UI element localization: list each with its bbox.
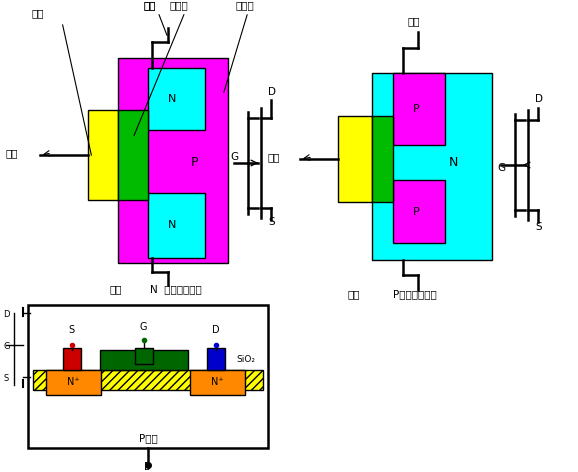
Bar [393, 73, 445, 145]
Text: D: D [268, 87, 276, 97]
Text: S: S [268, 217, 275, 227]
Text: P沟道场效应管: P沟道场效应管 [393, 289, 437, 299]
Bar [28, 305, 268, 448]
Text: N: N [449, 157, 458, 169]
Text: G: G [3, 342, 9, 351]
Text: P: P [413, 104, 420, 114]
Text: P: P [413, 207, 420, 217]
Bar [372, 73, 492, 260]
Bar [33, 370, 263, 390]
Bar [393, 180, 445, 243]
Text: D: D [212, 325, 220, 335]
Text: S: S [3, 374, 8, 383]
Text: 氧化物: 氧化物 [170, 0, 189, 10]
Text: 栅极: 栅极 [268, 152, 280, 162]
Text: S: S [535, 222, 542, 232]
Bar [118, 110, 148, 200]
Bar [148, 68, 205, 130]
Text: 栅极: 栅极 [5, 148, 17, 158]
Bar [88, 110, 118, 200]
Text: P衬底: P衬底 [139, 433, 157, 443]
Bar [46, 370, 101, 395]
Bar [135, 348, 153, 364]
Text: G: G [230, 152, 238, 162]
Text: N  沟道场效应管: N 沟道场效应管 [150, 284, 202, 294]
Text: S: S [68, 325, 74, 335]
Text: SiO₂: SiO₂ [236, 355, 255, 364]
Text: B: B [144, 462, 151, 472]
Text: 源极: 源极 [348, 289, 361, 299]
Text: 漏极: 漏极 [143, 0, 155, 10]
Text: 金属: 金属 [32, 8, 45, 18]
Bar [63, 348, 81, 370]
Text: 半导体: 半导体 [235, 0, 254, 10]
Text: 源极: 源极 [110, 284, 123, 294]
Text: P: P [191, 157, 199, 169]
Text: G: G [140, 322, 147, 332]
Text: N: N [168, 220, 176, 230]
Text: D: D [3, 310, 9, 319]
Text: N⁺: N⁺ [211, 377, 223, 387]
Bar [100, 350, 188, 370]
Text: N: N [168, 94, 176, 104]
Bar [148, 193, 205, 258]
Text: 漏极: 漏极 [143, 0, 155, 10]
Bar [372, 116, 393, 202]
Text: G: G [497, 163, 505, 173]
Text: N⁺: N⁺ [66, 377, 79, 387]
Bar [118, 58, 228, 263]
Text: 漏极: 漏极 [408, 16, 421, 26]
Text: D: D [535, 94, 543, 104]
Bar [338, 116, 372, 202]
Bar [190, 370, 245, 395]
Bar [207, 348, 225, 370]
